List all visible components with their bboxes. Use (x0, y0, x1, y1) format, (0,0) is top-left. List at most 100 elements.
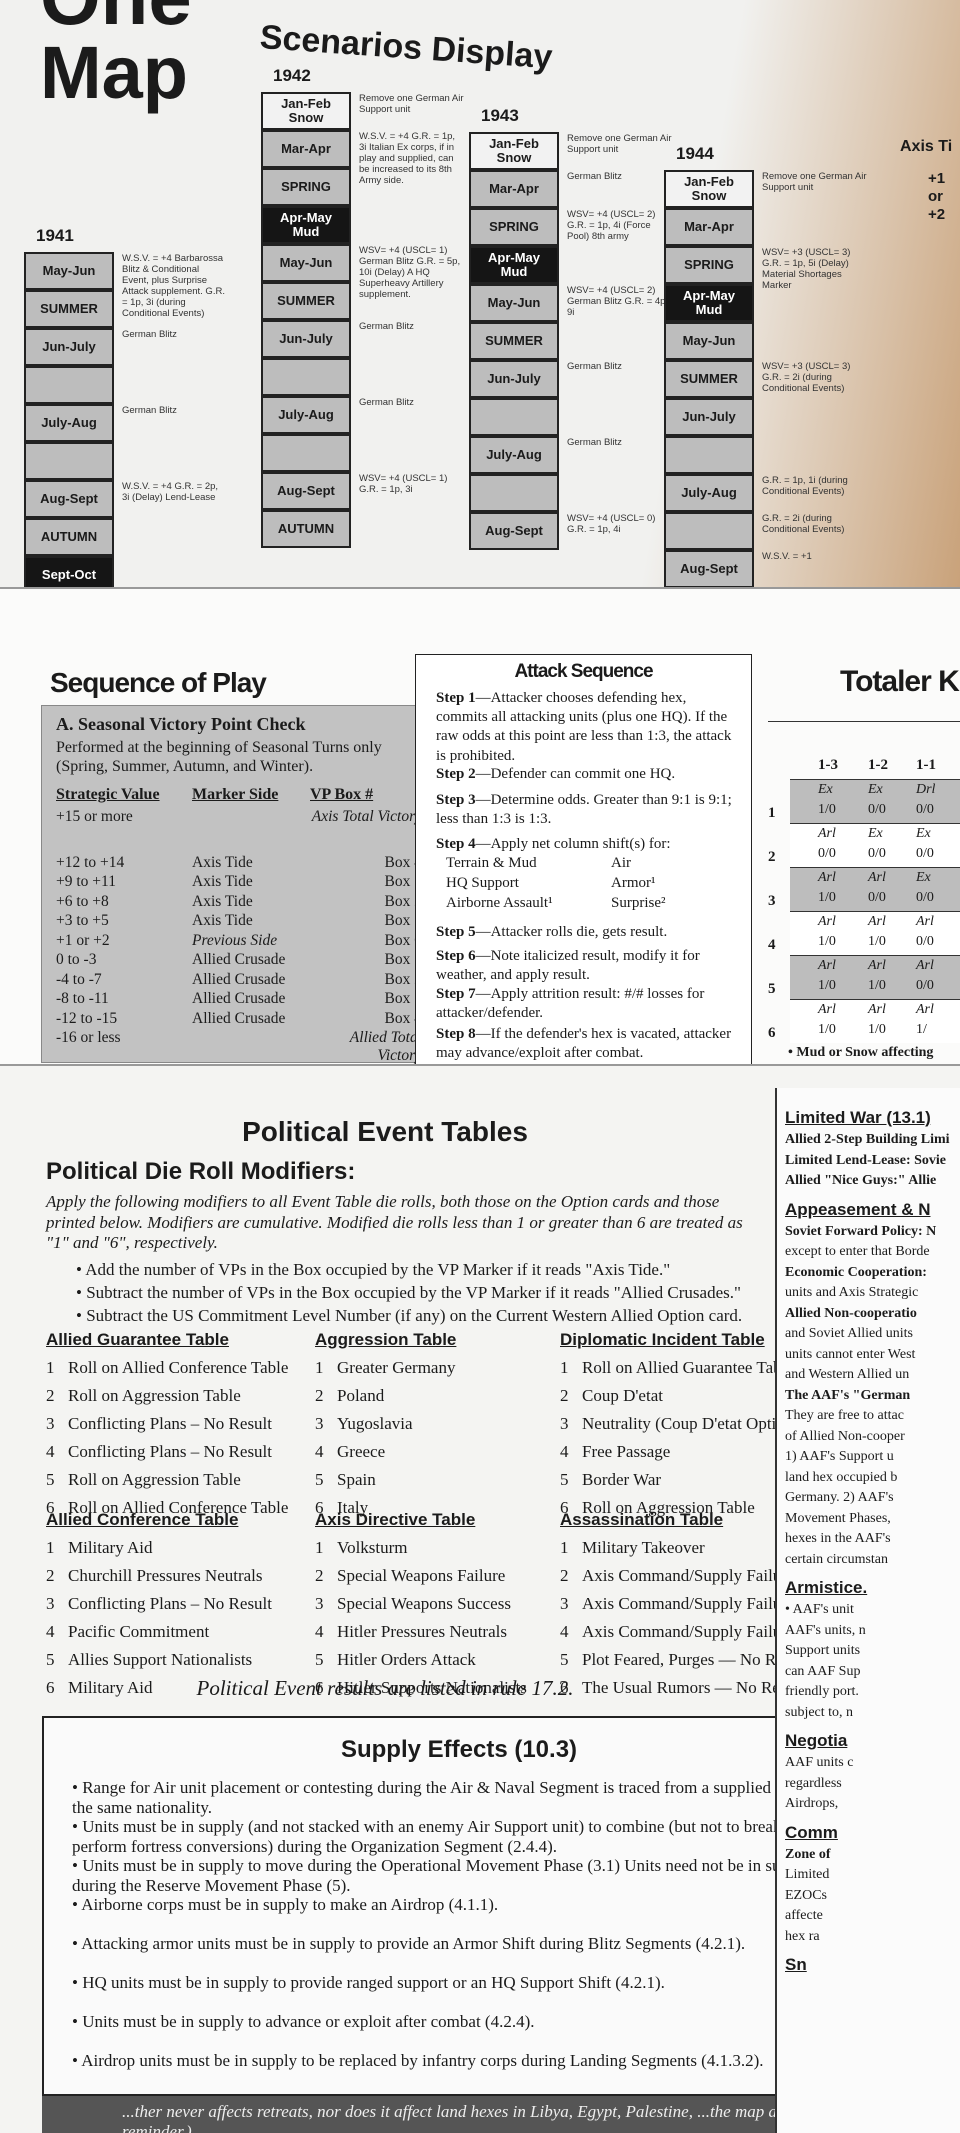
side-line: Comm (785, 1822, 838, 1842)
item-text: Axis Command/Supply Failure (582, 1622, 795, 1641)
season-note: German Blitz (122, 329, 177, 340)
side-line: Limited (785, 1867, 830, 1882)
item-number: 2 (560, 1566, 569, 1585)
totaler-loss: 0/0 (868, 802, 886, 817)
season-note: WSV= +3 (USCL= 3) G.R. = 2i (during Cond… (762, 361, 851, 394)
season-cell (469, 398, 559, 436)
vp-cell: +3 to +5 (56, 912, 109, 929)
side-line: affecte (785, 1908, 823, 1923)
side-line: AAF's units, n (785, 1622, 866, 1638)
attack-step: Step 6—Note italicized result, modify it… (436, 947, 741, 985)
axis-fragment: Axis Ti (900, 138, 953, 155)
vp-cell: Allied Crusade (192, 970, 286, 988)
map-title: Map (40, 31, 188, 114)
vp-cell: Allied Crusade (192, 1009, 286, 1027)
vp-cell: +6 to +8 (56, 892, 109, 910)
totaler-result: Arl (818, 958, 836, 973)
side-column: Limited War (13.1) Allied 2-Step Building… (775, 1088, 960, 2133)
season-cell: Mar-Apr (469, 170, 559, 208)
mod-intro: Apply the following modifiers to all Eve… (46, 1192, 743, 1253)
vp-cell: -16 or less (56, 1029, 121, 1046)
vp-header: Strategic Value (56, 786, 160, 803)
season-cell: Jan-Feb Snow (664, 170, 754, 208)
mod-bullet: • Subtract the number of VPs in the Box … (76, 1283, 741, 1302)
side-line: units cannot enter West (785, 1346, 916, 1362)
season-cell: Aug-Sept (469, 512, 559, 550)
side-line: hexes in the AAF's (785, 1531, 891, 1546)
side-line: The AAF's "German (785, 1387, 911, 1403)
item-text: Roll on Allied Conference Table (68, 1498, 289, 1517)
item-text: Churchill Pressures Neutrals (68, 1566, 263, 1585)
item-number: 3 (46, 1594, 55, 1613)
season-cell: May-Jun (664, 322, 754, 360)
item-number: 5 (315, 1650, 324, 1669)
mod-bullet: • Add the number of VPs in the Box occup… (76, 1260, 671, 1279)
attack-step: Step 3—Determine odds. Greater than 9:1 … (436, 791, 741, 829)
step-label: Step 8 (436, 1026, 476, 1042)
item-number: 4 (315, 1442, 324, 1461)
item-text: Volksturm (337, 1538, 408, 1557)
season-cell: SPRING (261, 168, 351, 206)
side-line: and Soviet Allied units (785, 1326, 913, 1341)
season-note: German Blitz (567, 171, 622, 182)
supply-item: • Airborne corps must be in supply to ma… (72, 1895, 499, 1914)
side-line: AAF units c (785, 1755, 854, 1770)
season-note: W.S.V. = +1 (762, 551, 812, 562)
totaler-loss: 0/0 (868, 846, 886, 861)
supply-item: • Range for Air unit placement or contes… (72, 1778, 870, 1818)
season-cell: July-Aug (261, 396, 351, 434)
season-cell (664, 512, 754, 550)
side-line: except to enter that Borde (785, 1244, 930, 1259)
season-cell: Mar-Apr (664, 208, 754, 246)
item-number: 4 (560, 1622, 569, 1641)
season-note: G.R. = 2i (during Conditional Events) (762, 513, 845, 535)
item-number: 3 (46, 1414, 55, 1433)
item-text: Poland (337, 1386, 385, 1405)
step-label: Step 2 (436, 766, 476, 782)
totaler-row-num: 1 (768, 805, 776, 821)
attack-box: Attack Sequence Step 1—Attacker chooses d… (415, 654, 752, 1064)
side-line: and Western Allied un (785, 1367, 910, 1382)
totaler-loss: 0/0 (916, 802, 934, 817)
season-note: Remove one German Air Support unit (359, 93, 464, 115)
item-text: Spain (337, 1470, 376, 1489)
vp-cell: 0 to -3 (56, 951, 97, 968)
attack-step: Step 8—If the defender's hex is vacated,… (436, 1025, 741, 1063)
shift-item: Armor¹ (611, 875, 656, 891)
side-line: They are free to attac (785, 1408, 904, 1423)
item-text: Roll on Allied Conference Table (68, 1358, 289, 1377)
totaler-result: Arl (868, 1002, 886, 1017)
season-cell: AUTUMN (261, 510, 351, 548)
season-cell: Aug-Sept (664, 550, 754, 587)
mod-title: Political Die Roll Modifiers: (46, 1158, 356, 1185)
item-text: Plot Feared, Purges — No Result (582, 1650, 809, 1669)
step-text: —Determine odds. Greater than 9:1 is 9:1… (436, 792, 732, 828)
supply-title: Supply Effects (10.3) (340, 1736, 578, 1763)
vp-cell: Axis Tide (192, 853, 253, 871)
vp-cell: +1 or +2 (56, 931, 110, 949)
supply-item: • Units must be in supply (and not stack… (72, 1817, 842, 1857)
vp-box-title: A. Seasonal Victory Point Check (56, 714, 306, 734)
season-note: WSV= +4 (USCL= 1) German Blitz G.R. = 5p… (359, 245, 461, 300)
totaler-row-bg (790, 779, 960, 823)
totaler-result: Arl (818, 914, 836, 929)
vp-cell: +9 to +11 (56, 873, 116, 890)
step-label: Step 3 (436, 792, 476, 808)
table-title: Axis Directive Table (315, 1510, 476, 1529)
vp-cell: Box 2 (384, 970, 422, 988)
vp-box-intro: Performed at the beginning of Seasonal T… (56, 739, 382, 776)
season-cell: SPRING (469, 208, 559, 246)
totaler-loss: 1/0 (818, 802, 836, 817)
totaler-result: Arl (868, 914, 886, 929)
side-line: Limited War (13.1) (785, 1108, 931, 1127)
step-text: —Note italicized result, modify it for w… (436, 948, 700, 984)
axis-line: +1 (928, 170, 946, 187)
supply-item: • Units must be in supply to advance or … (72, 2012, 535, 2031)
item-text: Border War (582, 1470, 662, 1489)
vp-cell: Axis Tide (192, 892, 253, 910)
side-line: hex ra (785, 1928, 820, 1944)
vp-cell: Box 1 (384, 951, 422, 968)
political-footer: Political Event results are listed in ru… (196, 1676, 574, 1700)
side-line: Allied Non-cooperatio (785, 1305, 917, 1321)
